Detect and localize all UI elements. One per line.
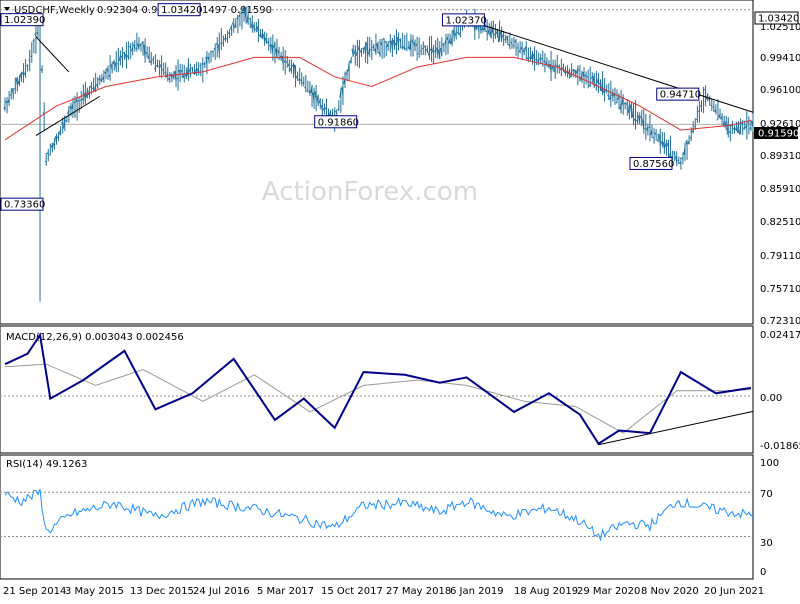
rsi-panel [0, 455, 753, 579]
macd-title: MACD(12,26,9) 0.003043 0.002456 [6, 332, 184, 343]
watermark: ActionForex.com [262, 177, 478, 207]
price-annotation-label: 0.73360 [4, 200, 45, 211]
x-tick: 24 Jul 2016 [193, 586, 250, 597]
price-bar-open [80, 100, 81, 101]
macd-y-axis: 0.024174 0.00 -0.018653 [760, 330, 800, 452]
price-bar-open [202, 64, 203, 65]
price-bar-open [158, 66, 159, 67]
price-y-tick: 0.85910 [760, 184, 800, 195]
price-y-axis: 1.02510 0.99410 0.96100 0.92610 0.89310 … [754, 12, 800, 327]
current-price-label: 0.91590 [758, 129, 799, 140]
x-tick: 21 Sep 2014 [3, 586, 66, 597]
price-y-tick: 0.79110 [760, 251, 800, 262]
price-bar-open [704, 89, 705, 90]
x-tick: 5 Mar 2017 [257, 586, 314, 597]
macd-y-tick: 0.024174 [760, 330, 800, 341]
macd-y-tick: -0.018653 [760, 441, 800, 452]
x-axis: 21 Sep 2014 3 May 2015 13 Dec 2015 24 Ju… [3, 586, 764, 597]
rsi-y-tick: 0 [760, 567, 766, 578]
price-bar-open [191, 68, 192, 69]
x-tick: 29 Mar 2020 [577, 586, 640, 597]
price-y-tick: 0.72310 [760, 316, 800, 327]
price-bar-open [645, 128, 646, 129]
price-bar-open [165, 73, 166, 74]
price-bar-open [513, 45, 514, 46]
x-tick: 13 Dec 2015 [130, 586, 194, 597]
x-tick: 15 Oct 2017 [321, 586, 383, 597]
x-tick: 27 May 2018 [386, 586, 451, 597]
price-annotation-label: 1.02390 [4, 15, 45, 26]
price-y-tick: 0.96100 [760, 85, 800, 96]
x-tick: 8 Nov 2020 [641, 586, 699, 597]
price-annotation-label: 1.03420 [161, 5, 202, 16]
price-annotation-label: 0.94710 [660, 90, 701, 101]
price-bar-open [486, 31, 487, 32]
price-y-tick: 0.99410 [760, 53, 800, 64]
x-tick: 3 May 2015 [65, 586, 124, 597]
macd-panel [0, 326, 753, 453]
price-annotation-label: 0.87560 [633, 159, 674, 170]
x-tick: 18 Aug 2019 [514, 586, 578, 597]
price-y-tick: 0.82510 [760, 217, 800, 228]
price-y-tick: 0.89310 [760, 151, 800, 162]
rsi-y-tick: 30 [760, 538, 773, 549]
price-bar-open [511, 42, 512, 43]
rsi-y-axis: 100 70 30 0 [760, 458, 779, 578]
price-bar-open [548, 66, 549, 67]
x-tick: 6 Jan 2019 [450, 586, 504, 597]
rsi-title: RSI(14) 49.1263 [6, 459, 87, 470]
price-y-tick: 0.75710 [760, 284, 800, 295]
price-bar-open [92, 88, 93, 89]
price-bar-open [653, 137, 654, 138]
price-annotation-label: 1.02370 [445, 15, 486, 26]
price-bar-open [10, 95, 11, 96]
rsi-y-tick: 100 [760, 458, 779, 469]
rsi-y-tick: 70 [760, 489, 773, 500]
price-annotation-label: 0.91860 [318, 117, 359, 128]
macd-y-tick: 0.00 [760, 393, 782, 404]
reference-price-label: 1.03420 [758, 14, 799, 25]
x-tick: 20 Jun 2021 [704, 586, 764, 597]
price-bar-open [698, 111, 699, 112]
price-bar-open [406, 48, 407, 49]
